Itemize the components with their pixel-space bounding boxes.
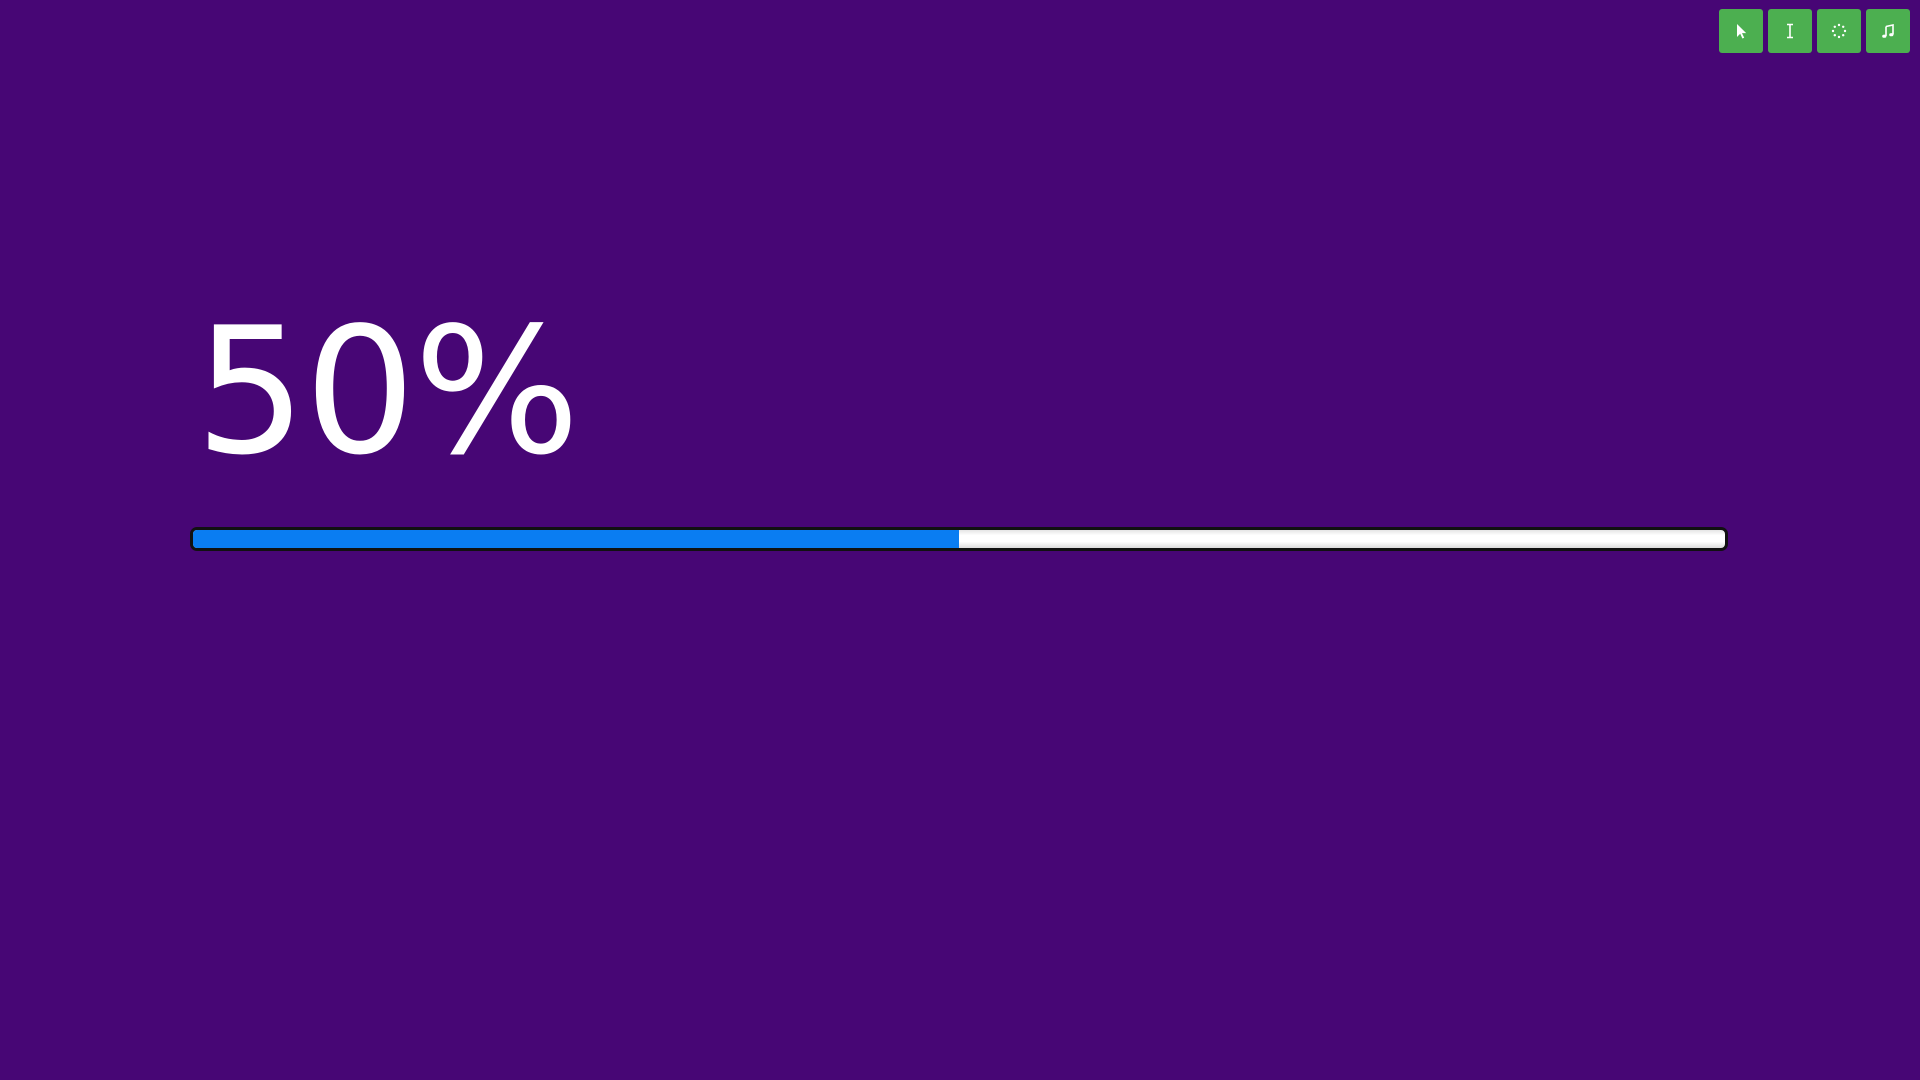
progress-percent-label: 50% [195,291,580,494]
loading-tool-button[interactable] [1817,9,1861,53]
pointer-tool-button[interactable] [1719,9,1763,53]
progress-bar-fill [193,530,959,548]
text-cursor-icon [1787,23,1793,39]
progress-bar [190,527,1728,551]
cursor-icon [1737,24,1747,39]
spinner-icon [1831,23,1847,39]
toolbar [1719,9,1910,53]
music-note-icon [1882,24,1894,38]
text-tool-button[interactable] [1768,9,1812,53]
audio-tool-button[interactable] [1866,9,1910,53]
